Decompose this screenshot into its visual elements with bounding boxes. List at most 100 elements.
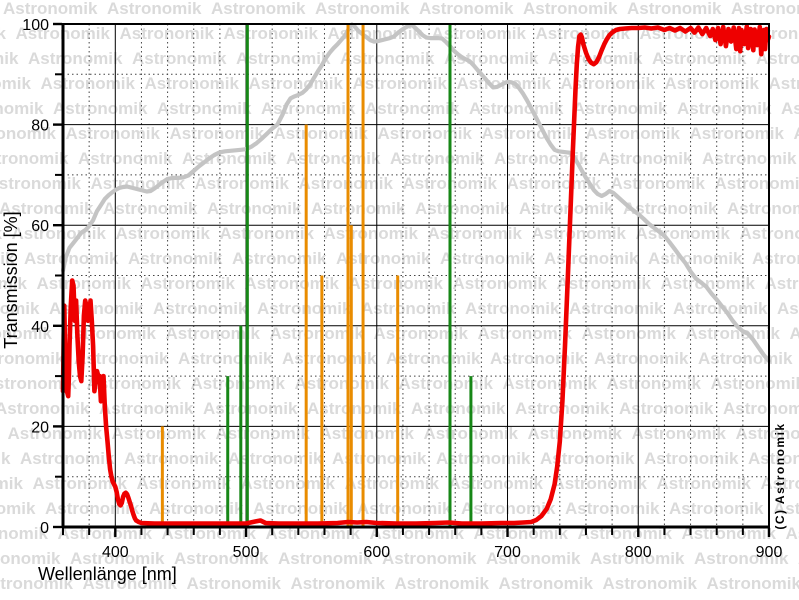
watermark-word: Astronomik	[145, 74, 240, 93]
watermark-word: Astronomik	[137, 474, 232, 493]
watermark-word: Astronomik	[702, 149, 797, 168]
y-tick-label: 60	[31, 218, 49, 235]
watermark-word: Astronomik	[0, 24, 7, 43]
watermark-word: Astronomik	[0, 49, 19, 68]
watermark-word: Astronomik	[132, 49, 227, 68]
x-tick-label: 400	[102, 544, 129, 561]
watermark-word: Astronomik	[266, 524, 361, 543]
watermark-word: Astronomik	[0, 99, 44, 118]
watermark-word: Astronomik	[112, 424, 207, 443]
watermark-word: Astronomik	[553, 474, 648, 493]
watermark-word: Astronomik	[686, 324, 781, 343]
x-axis-label: Wellenlänge [nm]	[38, 564, 177, 584]
watermark-word: Astronomik	[590, 549, 685, 568]
watermark-word: Astronomik	[257, 299, 352, 318]
watermark-word: Astronomik	[0, 124, 57, 143]
watermark-word: Astronomik	[503, 374, 598, 393]
watermark-word: Astronomik	[707, 574, 799, 593]
watermark-word: Astronomik	[332, 449, 427, 468]
watermark-word: Astronomik	[781, 99, 799, 118]
watermark-word: Astronomik	[561, 74, 656, 93]
watermark-word: Astronomik	[644, 449, 739, 468]
watermark-word: Astronomik	[241, 474, 336, 493]
watermark-word: Astronomik	[0, 224, 3, 243]
watermark-word: Astronomik	[582, 324, 677, 343]
watermark-word: Astronomik	[66, 124, 161, 143]
watermark-word: Astronomik	[0, 399, 90, 418]
watermark-word: Astronomik	[336, 249, 431, 268]
watermark-word: Astronomik	[694, 549, 789, 568]
watermark-word: Astronomik	[499, 574, 594, 593]
watermark-word: Astronomik	[328, 24, 423, 43]
watermark-word: Astronomik	[731, 0, 799, 18]
watermark-word: Astronomik	[669, 499, 764, 518]
watermark-word: Astronomik	[623, 199, 718, 218]
watermark-word: Astronomik	[37, 274, 132, 293]
watermark-word: Astronomik	[607, 374, 702, 393]
watermark-word: Astronomik	[565, 499, 660, 518]
watermark-word: Astronomik	[465, 299, 560, 318]
watermark-word: Astronomik	[340, 49, 435, 68]
watermark-word: Astronomik	[636, 224, 731, 243]
watermark-word: Astronomik	[191, 374, 286, 393]
watermark-word: Astronomik	[45, 499, 140, 518]
watermark-word: Astronomik	[0, 449, 11, 468]
watermark-word: Astronomik	[469, 99, 564, 118]
watermark-word: Astronomik	[236, 49, 331, 68]
watermark-word: Astronomik	[41, 74, 136, 93]
watermark-word: Astronomik	[399, 374, 494, 393]
watermark-word: Astronomik	[578, 524, 673, 543]
copyright-label: (C) Astronomik	[773, 422, 787, 529]
watermark-word: Astronomik	[207, 199, 302, 218]
watermark-word: Astronomik	[220, 224, 315, 243]
watermark-word: Astronomik	[78, 149, 173, 168]
watermark-word: Astronomik	[598, 149, 693, 168]
watermark-word: Astronomik	[107, 0, 202, 18]
plot-frame	[61, 23, 770, 529]
watermark-word: Astronomik	[195, 174, 290, 193]
watermark-word: Astronomik	[594, 349, 689, 368]
watermark-word: Astronomik	[357, 499, 452, 518]
watermark-word: Astronomik	[673, 299, 768, 318]
watermark-word: Astronomik	[320, 424, 415, 443]
watermark-word: Astronomik	[474, 524, 569, 543]
watermark-word: Astronomik	[415, 199, 510, 218]
watermark-word: Astronomik	[765, 274, 799, 293]
watermark-word: Astronomik	[291, 574, 386, 593]
watermark-word: Astronomik	[0, 324, 53, 343]
watermark-word: Astronomik	[769, 74, 799, 93]
axis-ticks	[53, 22, 771, 537]
watermark-word: Astronomik	[345, 474, 440, 493]
watermark-word: Astronomik	[711, 374, 799, 393]
watermark-word: Astronomik	[12, 224, 107, 243]
x-tick-label: 700	[494, 544, 521, 561]
watermark-word: Astronomik	[0, 274, 28, 293]
watermark-word: Astronomik	[349, 274, 444, 293]
watermark-word: Astronomik	[116, 224, 211, 243]
watermark-word: Astronomik	[528, 424, 623, 443]
watermark-word: Astronomik	[390, 149, 485, 168]
watermark-word: Astronomik	[353, 74, 448, 93]
watermark-word: Astronomik	[295, 374, 390, 393]
watermark-word: Astronomik	[307, 399, 402, 418]
watermark-word: Astronomik	[216, 424, 311, 443]
watermark-word: Astronomik	[0, 199, 94, 218]
watermark-word: Astronomik	[569, 299, 664, 318]
watermark-word: Astronomik	[274, 124, 369, 143]
nebula-lines-green	[226, 24, 473, 527]
filter-transmission-red	[60, 24, 772, 526]
watermark-word: Astronomik	[128, 249, 223, 268]
watermark-word: Astronomik	[99, 399, 194, 418]
watermark-word: Astronomik	[157, 99, 252, 118]
watermark-word: Astronomik	[261, 99, 356, 118]
watermark-word: Astronomik	[178, 349, 273, 368]
watermark-word: Astronomik	[224, 24, 319, 43]
watermark-word: Astronomik	[20, 449, 115, 468]
watermark-word: Astronomik	[540, 449, 635, 468]
watermark-word: Astronomik	[124, 449, 219, 468]
watermark-word: Astronomik	[166, 324, 261, 343]
watermark-word: Astronomik	[228, 449, 323, 468]
watermark-word: Astronomik	[486, 549, 581, 568]
